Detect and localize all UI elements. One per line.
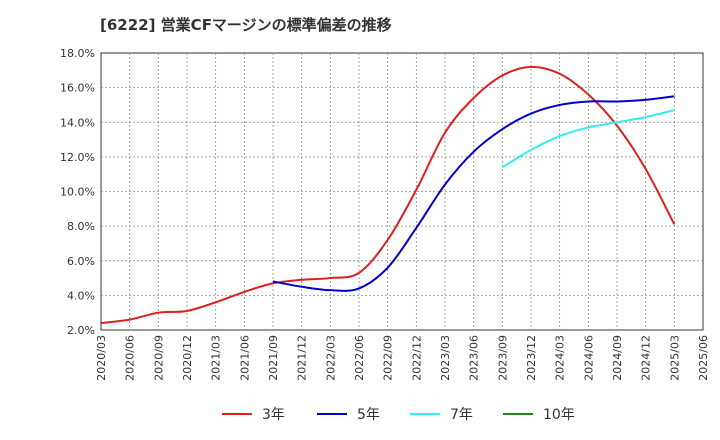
y-tick-label: 10.0% [60,186,95,199]
legend-label: 3年 [262,407,285,423]
y-tick-label: 14.0% [60,116,95,129]
legend: 3年 5年 7年 10年 [222,407,575,423]
x-tick-label: 2024/06 [582,335,595,381]
x-tick-label: 2021/12 [296,335,309,381]
series-lines [100,65,676,325]
series-line-0 [100,65,676,325]
x-tick-label: 2020/06 [124,335,137,381]
gridlines [101,53,703,330]
x-tick-label: 2023/03 [439,335,452,381]
x-tick-label: 2021/09 [267,335,280,381]
x-axis-ticks: 2020/03 2020/06 2020/09 2020/12 2021/03 2021/… [95,335,710,381]
x-tick-label: 2024/12 [640,335,653,381]
y-tick-label: 8.0% [67,220,95,233]
x-tick-label: 2020/12 [181,335,194,381]
x-tick-label: 2023/09 [496,335,509,381]
x-tick-label: 2024/09 [611,335,624,381]
x-tick-label: 2025/03 [668,335,681,381]
y-tick-label: 4.0% [67,289,95,302]
x-tick-label: 2022/12 [410,335,423,381]
x-tick-label: 2020/03 [95,335,108,381]
series-line-2 [501,109,675,169]
x-tick-label: 2024/03 [554,335,567,381]
x-tick-label: 2021/06 [238,335,251,381]
x-tick-label: 2022/09 [382,335,395,381]
x-tick-label: 2022/03 [324,335,337,381]
x-tick-label: 2023/12 [525,335,538,381]
y-tick-label: 6.0% [67,255,95,268]
x-tick-label: 2022/06 [353,335,366,381]
y-tick-label: 2.0% [67,324,95,337]
y-tick-label: 16.0% [60,82,95,95]
y-axis-ticks: 2.0% 4.0% 6.0% 8.0% 10.0% 12.0% 14.0% 16.0% 18.0… [60,47,95,337]
legend-label: 10年 [543,407,575,423]
x-tick-label: 2021/03 [210,335,223,381]
x-tick-label: 2020/09 [152,335,165,381]
legend-label: 5年 [357,407,380,423]
y-tick-label: 18.0% [60,47,95,60]
x-tick-label: 2025/06 [697,335,710,381]
x-tick-label: 2023/06 [468,335,481,381]
y-tick-label: 12.0% [60,151,95,164]
chart-title: [6222] 営業CFマージンの標準偏差の推移 [100,16,392,34]
legend-label: 7年 [450,407,473,423]
series-line-1 [272,95,675,292]
